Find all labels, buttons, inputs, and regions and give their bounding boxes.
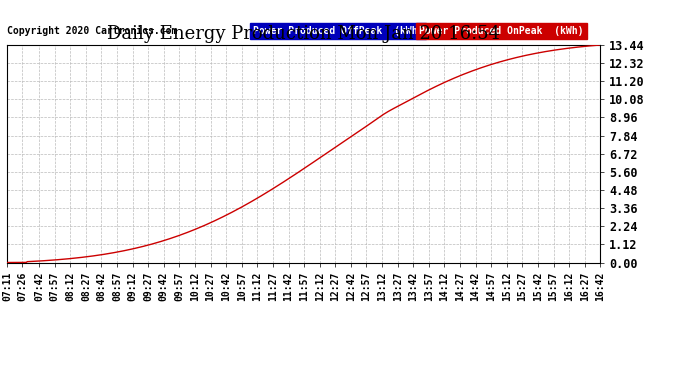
Text: Power Produced OnPeak  (kWh): Power Produced OnPeak (kWh) bbox=[420, 26, 584, 36]
Text: Copyright 2020 Cartronics.com: Copyright 2020 Cartronics.com bbox=[7, 26, 177, 36]
Text: Power Produced OffPeak  (kWh): Power Produced OffPeak (kWh) bbox=[253, 26, 424, 36]
Title: Daily Energy Production Mon Jan 20 16:54: Daily Energy Production Mon Jan 20 16:54 bbox=[107, 26, 500, 44]
